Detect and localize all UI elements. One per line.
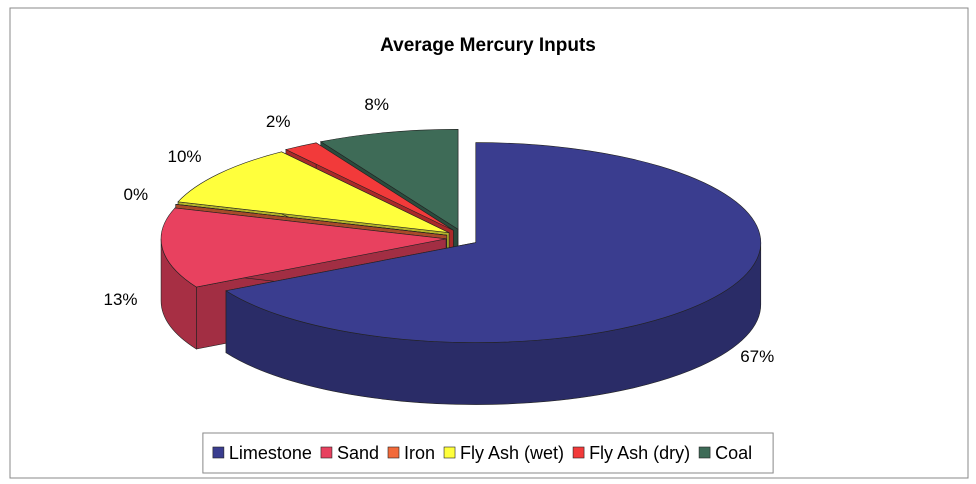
legend-swatch (698, 446, 711, 459)
data-label: 8% (364, 95, 389, 114)
data-label: 13% (104, 290, 138, 309)
legend-box (202, 432, 774, 474)
legend-label: Coal (715, 443, 752, 463)
slice (160, 207, 447, 288)
legend-label: Fly Ash (dry) (589, 443, 690, 463)
data-label: 10% (167, 147, 201, 166)
slice (175, 204, 447, 236)
legend-swatch (212, 446, 225, 459)
legend-swatch (320, 446, 333, 459)
slice (225, 142, 762, 343)
data-label: 67% (740, 347, 774, 366)
legend-swatch (387, 446, 400, 459)
data-label: 0% (123, 185, 148, 204)
slice (285, 142, 454, 231)
legend-label: Sand (337, 443, 379, 463)
slice (319, 128, 459, 230)
chart-title: Average Mercury Inputs (380, 35, 596, 56)
legend-swatch (572, 446, 585, 459)
slice (177, 151, 450, 234)
legend-label: Fly Ash (wet) (460, 443, 564, 463)
legend-swatch (443, 446, 456, 459)
legend-label: Limestone (229, 443, 312, 463)
legend-label: Iron (404, 443, 435, 463)
data-label: 2% (266, 112, 291, 131)
